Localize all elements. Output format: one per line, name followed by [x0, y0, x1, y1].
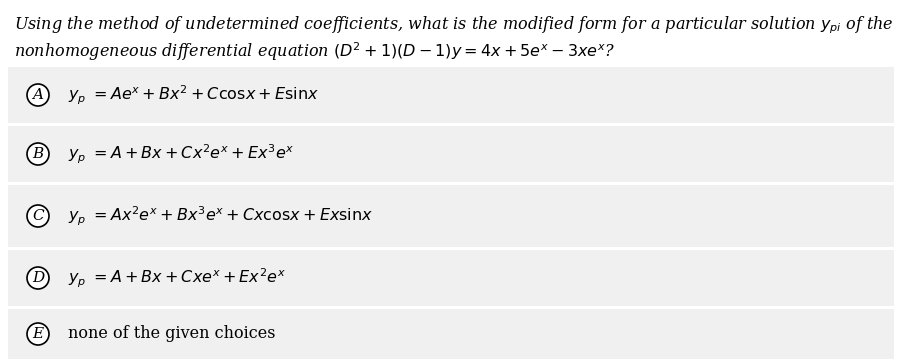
Text: $y_p\ =A + Bx + Cx^2e^x + Ex^3e^x$: $y_p\ =A + Bx + Cx^2e^x + Ex^3e^x$ — [68, 142, 294, 166]
Circle shape — [27, 205, 49, 227]
Bar — [8, 185, 894, 247]
Text: $y_p\ =Ae^x+ Bx^2+ C\mathrm{cos}x+ E\mathrm{sin}x$: $y_p\ =Ae^x+ Bx^2+ C\mathrm{cos}x+ E\mat… — [68, 83, 318, 107]
Bar — [8, 126, 894, 182]
Text: none of the given choices: none of the given choices — [68, 325, 275, 342]
Bar — [8, 67, 894, 123]
Bar — [8, 309, 894, 359]
Bar — [8, 250, 894, 306]
Text: $y_p\ =A + Bx + Cxe^x + Ex^2e^x$: $y_p\ =A + Bx + Cxe^x + Ex^2e^x$ — [68, 266, 286, 290]
Text: B: B — [32, 147, 43, 161]
Text: Using the method of undetermined coefficients, what is the modified form for a p: Using the method of undetermined coeffic… — [14, 14, 894, 35]
Circle shape — [27, 267, 49, 289]
Circle shape — [27, 143, 49, 165]
Text: E: E — [32, 327, 43, 341]
Text: $y_p\ =Ax^2e^x + Bx^3e^x + Cx\mathrm{cos}x + Ex\mathrm{sin}x$: $y_p\ =Ax^2e^x + Bx^3e^x + Cx\mathrm{cos… — [68, 205, 373, 228]
Circle shape — [27, 323, 49, 345]
Circle shape — [27, 84, 49, 106]
Text: A: A — [32, 88, 43, 102]
Text: C: C — [32, 209, 44, 223]
Text: D: D — [32, 271, 44, 285]
Text: nonhomogeneous differential equation $(D^2+1)(D-1)y = 4x + 5e^x - 3xe^x$?: nonhomogeneous differential equation $(D… — [14, 40, 615, 63]
